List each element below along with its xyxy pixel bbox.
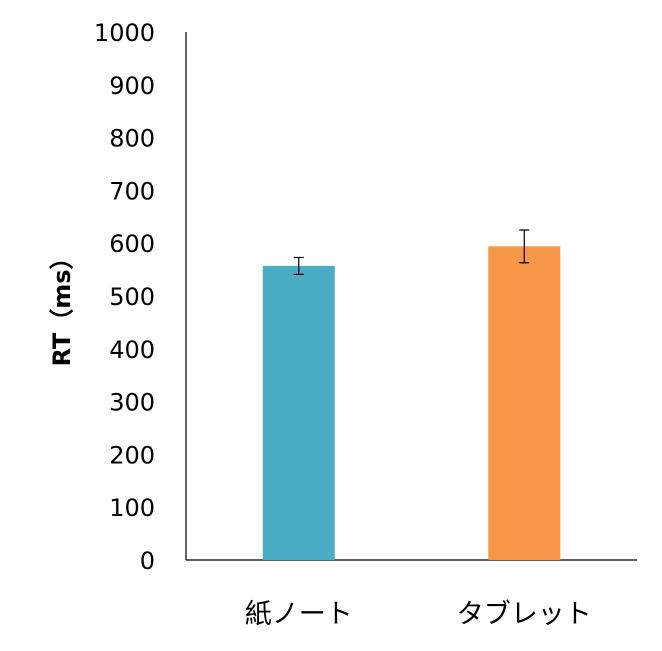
category-labels: 紙ノート タブレット xyxy=(245,599,592,630)
y-tick-label: 900 xyxy=(109,72,155,100)
y-axis-title: RT（ms） xyxy=(48,245,76,366)
y-tick-label: 100 xyxy=(109,494,155,522)
error-bar xyxy=(293,256,304,275)
error-bar xyxy=(519,229,530,264)
y-tick-label: 800 xyxy=(109,125,155,153)
y-tick-label: 500 xyxy=(109,283,155,311)
category-label: タブレット xyxy=(457,599,592,630)
y-tick-label: 1000 xyxy=(94,19,155,47)
y-tick-labels: 0 100 200 300 400 500 600 700 800 900 1000 xyxy=(94,19,155,575)
error-bars xyxy=(293,229,530,275)
bar xyxy=(488,246,561,561)
y-tick-label: 700 xyxy=(109,177,155,205)
y-tick-label: 200 xyxy=(109,441,155,469)
category-label: 紙ノート xyxy=(245,599,353,630)
bar xyxy=(262,265,335,560)
y-tick-label: 0 xyxy=(140,547,155,575)
y-tick-label: 300 xyxy=(109,389,155,417)
bars xyxy=(262,246,561,561)
y-tick-label: 400 xyxy=(109,336,155,364)
y-tick-label: 600 xyxy=(109,230,155,258)
